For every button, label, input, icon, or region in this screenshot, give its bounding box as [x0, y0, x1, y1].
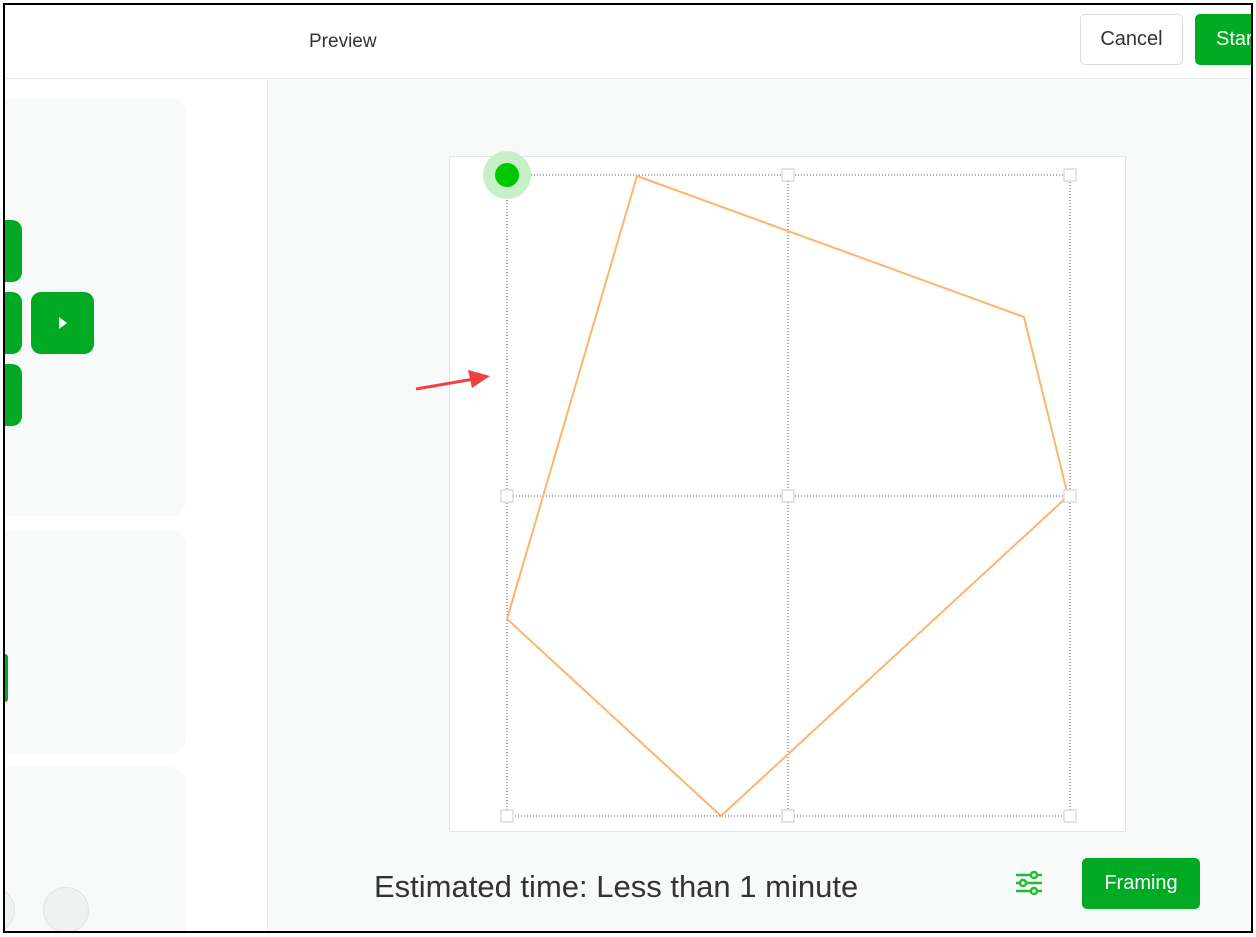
settings-card	[5, 530, 186, 754]
engrave-path	[505, 174, 1070, 818]
sliders-icon[interactable]	[1014, 869, 1044, 899]
page-title: Preview	[309, 31, 377, 52]
option-circle[interactable]	[43, 887, 89, 931]
estimated-time: Estimated time: Less than 1 minute	[374, 869, 859, 904]
jog-up-button[interactable]	[5, 220, 22, 282]
jog-right-button[interactable]	[31, 292, 94, 354]
options-card	[5, 767, 186, 931]
preview-overlay	[415, 151, 1077, 823]
jog-control-card	[5, 98, 186, 516]
start-button[interactable]: Start	[1195, 14, 1251, 65]
header: Preview Cancel Start	[5, 5, 1251, 79]
left-panel	[5, 80, 268, 931]
resize-handles[interactable]	[500, 168, 1077, 823]
app-window: Preview Cancel Start	[3, 3, 1253, 933]
play-icon	[58, 317, 67, 329]
red-arrow-icon	[415, 370, 490, 391]
jog-home-button[interactable]	[5, 292, 22, 354]
framing-button[interactable]: Framing	[1082, 858, 1200, 909]
origin-point[interactable]	[495, 163, 519, 187]
cancel-button[interactable]: Cancel	[1080, 14, 1183, 65]
toggle-button[interactable]	[5, 654, 8, 702]
jog-down-button[interactable]	[5, 364, 22, 426]
